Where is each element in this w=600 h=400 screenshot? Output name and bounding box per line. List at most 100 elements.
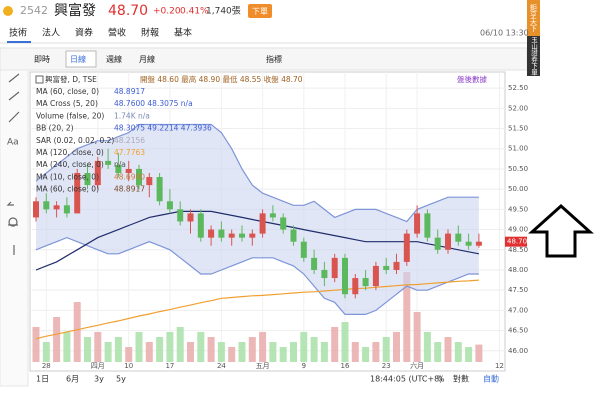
volume-bar (413, 312, 421, 362)
tab[interactable]: 資券 (75, 27, 93, 39)
plot-frame (29, 71, 506, 372)
range-button[interactable]: 3y (94, 375, 104, 384)
y-tick-label: 51.00 (508, 145, 528, 153)
x-tick-label: 9 (302, 362, 306, 370)
legend-value: 48.7600 48.3075 n/a (114, 99, 193, 108)
volume-bar (331, 327, 339, 362)
volume-bar (187, 342, 194, 362)
tab[interactable]: 技術 (9, 27, 27, 39)
legend-value: 48.3075 49.2214 47.3936 (114, 124, 212, 133)
footer-option[interactable]: 對數 (453, 374, 469, 384)
candle-body (187, 213, 194, 222)
range-button[interactable]: 5y (116, 375, 126, 384)
candle-body (53, 205, 60, 210)
candle-body (208, 229, 215, 238)
stock-code: 2542 (20, 4, 48, 17)
candle-body (311, 257, 318, 270)
range-button[interactable]: 1日 (36, 375, 49, 384)
volume-bar (248, 337, 256, 362)
y-tick-label: 51.50 (508, 125, 528, 133)
candle-body (115, 164, 122, 173)
candle-body (414, 213, 421, 234)
order-label[interactable]: 下單 (252, 7, 268, 16)
ma-line (35, 279, 479, 340)
candle-body (259, 213, 266, 234)
volume-bar (32, 327, 40, 362)
y-tick-label: 49.50 (508, 205, 528, 213)
x-tick-label: 24 (217, 362, 226, 370)
volume-bar (362, 347, 370, 362)
volume-bar (423, 332, 431, 362)
arrow-up (528, 203, 594, 258)
volume-bar (53, 317, 61, 362)
after-hours[interactable]: 盤後數據 (457, 74, 487, 84)
star (3, 6, 13, 16)
candle-body (63, 205, 70, 214)
range-button[interactable]: 6月 (66, 375, 79, 384)
volume-bar (63, 332, 71, 362)
volume-bar (393, 332, 400, 362)
volume-bar (434, 342, 442, 362)
pct: 0.41% (180, 7, 209, 17)
change: +0.20 (153, 7, 181, 17)
volume-bar (228, 347, 236, 362)
volume: 1,740張 (206, 6, 241, 17)
side-top: 鉅亨天下 (530, 3, 538, 33)
candle-body (177, 209, 184, 222)
order-button[interactable] (248, 4, 272, 18)
y-tick-label: 48.50 (508, 246, 528, 254)
toolbar-item[interactable]: 指標 (266, 54, 282, 64)
tab[interactable]: 營收 (108, 27, 126, 39)
last-price: 48.70 (507, 238, 527, 246)
y-tick-label: 47.50 (508, 286, 528, 294)
price: 48.70 (108, 3, 148, 19)
toolbar-item[interactable]: 週線 (106, 54, 122, 64)
volume-bar (320, 342, 328, 362)
candle-body (197, 213, 204, 238)
legend-value: 48.8917 (114, 185, 145, 194)
side-top (527, 0, 540, 36)
volume-bar (176, 327, 184, 362)
candle-body (136, 168, 142, 186)
x-tick-label: 四月 (91, 362, 105, 370)
volume-bar (372, 342, 380, 362)
x-tick-label: 28 (42, 362, 51, 370)
candle-body (362, 278, 369, 287)
candle-body (94, 160, 101, 186)
candle-body (218, 229, 225, 238)
volume-bar (290, 342, 297, 362)
candle-body (228, 233, 235, 238)
candle-body (239, 233, 245, 238)
toolbar-item[interactable]: 月線 (139, 54, 155, 64)
volume-bar (135, 332, 143, 362)
bb-fill (36, 124, 479, 315)
tab[interactable]: 法人 (42, 27, 60, 39)
y-tick-label: 46.00 (508, 347, 528, 355)
toolbar-item[interactable]: 即時 (34, 55, 50, 64)
legend-label: MA (120, close, 0) (36, 148, 104, 157)
candle-body (166, 201, 173, 210)
candle-body (455, 233, 462, 242)
tab[interactable]: 財報 (141, 27, 159, 39)
volume-bar (454, 342, 462, 362)
candle-body (475, 241, 482, 246)
candle-body (146, 177, 153, 186)
y-tick-label: 49.00 (508, 226, 528, 234)
volume-bar (475, 344, 483, 362)
legend-value: 47.7763 (114, 148, 145, 157)
volume-bar (341, 322, 349, 362)
candle-body (372, 265, 379, 287)
x-tick-label: 五月 (256, 362, 270, 370)
side-bottom (527, 36, 540, 76)
legend-label: MA (60, close, 0) (36, 87, 99, 96)
y-tick-label: 48.00 (508, 266, 528, 274)
footer-option[interactable]: % (437, 375, 445, 384)
footer-option[interactable]: 自動 (483, 374, 499, 384)
tab[interactable]: 基本 (174, 27, 192, 39)
toolbar-item[interactable]: 日線 (70, 54, 86, 64)
volume-bar (238, 342, 246, 362)
candle-body (300, 241, 307, 258)
candle-body (434, 237, 441, 250)
volume-bar (104, 342, 112, 362)
